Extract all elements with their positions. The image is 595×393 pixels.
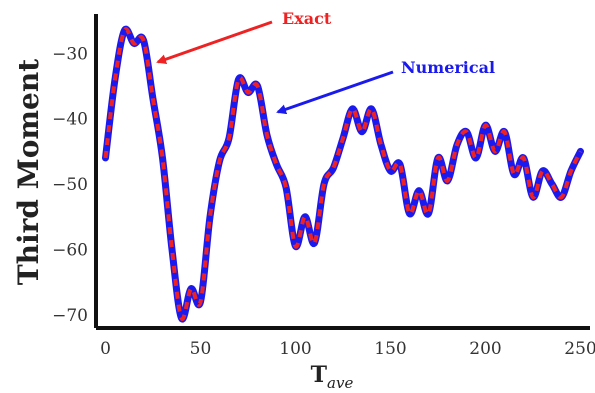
y-tick-label: −40 [52,110,88,130]
x-tick-label: 250 [564,339,595,359]
x-tick-label: 0 [100,339,111,359]
x-tick-label: 200 [469,339,501,359]
plot-area [102,25,584,323]
x-axis-label-main: T [311,362,328,388]
x-axis-label: Tave [311,362,354,392]
annotation-numerical: Numerical [276,58,495,115]
series-line-exact [103,27,583,321]
annotation-numerical-label: Numerical [401,58,495,77]
y-tick-label: −70 [52,306,88,326]
x-tick-label: 150 [374,339,406,359]
y-tick-label: −30 [52,44,88,64]
annotation-exact-arrow [156,20,273,65]
x-tick-group: 0 50 100 150 200 250 [100,339,595,359]
y-tick-label: −50 [52,175,88,195]
y-tick-group: −30 −40 −50 −60 −70 [52,44,88,326]
y-tick-label: −60 [52,241,88,261]
y-axis-label: Third Moment [12,59,45,285]
x-axis-label-subscript: ave [327,374,353,392]
annotation-numerical-arrow [276,70,394,115]
annotation-exact-label: Exact [282,9,332,28]
annotation-exact: Exact [156,9,332,65]
series-line-numerical [102,25,584,323]
x-tick-label: 100 [279,339,311,359]
x-tick-label: 50 [190,339,212,359]
